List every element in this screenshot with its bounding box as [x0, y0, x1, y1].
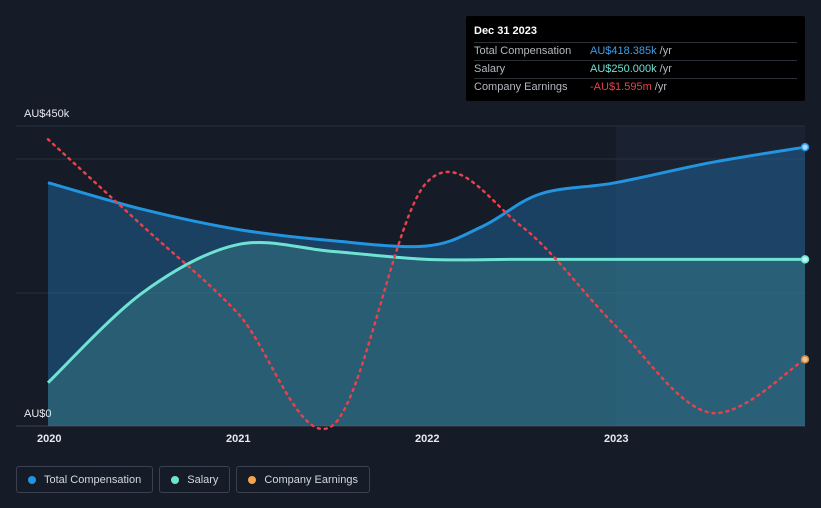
tooltip-unit: /yr: [654, 81, 667, 93]
y-axis-bottom-label: AU$0: [24, 408, 52, 420]
legend-label: Total Compensation: [44, 473, 142, 486]
legend-dot-icon: [248, 475, 257, 484]
tooltip-row-salary: Salary AU$250.000k /yr: [474, 60, 797, 78]
tooltip-unit: /yr: [659, 45, 672, 57]
legend-dot-icon: [28, 475, 36, 484]
series-line: [47, 145, 806, 249]
series-line: [46, 240, 805, 384]
tooltip-label: Company Earnings: [474, 81, 568, 93]
x-tick-label: 2023: [604, 433, 629, 445]
tooltip-label: Salary: [474, 63, 506, 75]
legend-item-total-compensation[interactable]: Total Compensation: [16, 466, 154, 493]
series-area: [48, 242, 805, 426]
series-end-point[interactable]: [800, 142, 810, 152]
legend-item-salary[interactable]: Salary: [159, 466, 231, 493]
tooltip-date: Dec 31 2023: [474, 25, 537, 37]
tooltip-unit: /yr: [659, 63, 672, 75]
legend-dot-icon: [171, 475, 180, 484]
series-end-markers: [800, 142, 810, 364]
tooltip-row-company-earnings: Company Earnings -AU$1.595m /yr: [474, 78, 797, 96]
series-end-point[interactable]: [800, 255, 810, 264]
x-tick-label: 2020: [37, 433, 62, 445]
grid-lines: [16, 125, 805, 427]
chart-legend: Total Compensation Salary Company Earnin…: [16, 466, 370, 493]
series-end-point[interactable]: [800, 355, 810, 364]
series-areas: [48, 147, 805, 426]
y-axis-top-label: AU$450k: [24, 108, 70, 120]
tooltip-value: AU$418.385k: [590, 45, 657, 57]
series-lines: [46, 138, 807, 431]
legend-label: Company Earnings: [264, 473, 358, 486]
x-tick-label: 2022: [415, 433, 440, 445]
tooltip-label: Total Compensation: [474, 45, 572, 57]
tooltip-row-total-compensation: Total Compensation AU$418.385k /yr: [474, 42, 797, 60]
tooltip-value: -AU$1.595m: [590, 81, 652, 93]
series-area: [48, 147, 805, 426]
tooltip-value: AU$250.000k: [590, 63, 657, 75]
x-tick-label: 2021: [226, 433, 251, 445]
legend-label: Salary: [187, 473, 219, 486]
data-tooltip: Dec 31 2023 Total Compensation AU$418.38…: [466, 16, 805, 101]
legend-item-company-earnings[interactable]: Company Earnings: [236, 466, 370, 493]
